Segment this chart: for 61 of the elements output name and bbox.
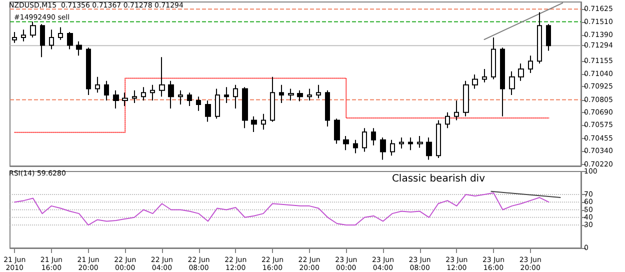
candlestick [21, 29, 26, 42]
candlestick [454, 100, 459, 121]
candlestick [353, 139, 358, 154]
candlestick [399, 136, 404, 150]
candlestick [509, 70, 515, 96]
candlestick [86, 47, 91, 96]
candlestick [141, 86, 146, 102]
candlestick [122, 92, 128, 107]
candlestick [215, 88, 220, 120]
candlestick [325, 90, 330, 128]
candlestick [445, 112, 450, 129]
candlestick [316, 84, 321, 99]
candlestick [40, 24, 45, 58]
candlestick [390, 139, 395, 156]
candlestick [380, 136, 386, 160]
candlestick [307, 88, 312, 102]
candlestick [12, 31, 17, 44]
candlestick [472, 74, 478, 90]
candlestick [362, 128, 367, 152]
candlestick [58, 26, 63, 40]
candlestick [279, 84, 284, 104]
candlestick [178, 90, 183, 106]
candlestick [242, 86, 248, 129]
candlestick [224, 86, 229, 104]
candlestick [67, 31, 73, 50]
candlestick [288, 88, 294, 102]
candlestick [159, 56, 165, 98]
candlestick [528, 55, 533, 74]
candlestick [426, 136, 432, 160]
candlestick [196, 96, 201, 112]
annotation: Classic bearish div [392, 174, 486, 184]
candlestick [436, 120, 441, 159]
candlestick [187, 92, 192, 107]
candlestick [518, 62, 524, 82]
candlestick [95, 76, 100, 94]
candlestick [76, 40, 82, 56]
candlestick [113, 90, 119, 109]
candlestick [491, 37, 496, 80]
candlestick [463, 80, 469, 117]
candlestick [546, 24, 551, 52]
candlestick [408, 136, 413, 151]
candlestick [104, 80, 109, 102]
candlestick [417, 136, 423, 148]
candlestick [343, 136, 349, 151]
candlestick [168, 80, 174, 109]
candlestick [482, 68, 487, 83]
candlestick [205, 100, 211, 122]
candlestick [297, 90, 303, 102]
candlestick [132, 90, 137, 104]
candlestick [537, 12, 542, 64]
candlestick [30, 21, 36, 38]
candlestick [371, 128, 376, 146]
candlestick [49, 29, 54, 50]
candlestick [270, 76, 275, 122]
line-series [14, 192, 550, 226]
candlestick [500, 47, 505, 117]
candlestick [251, 116, 257, 133]
candlestick [261, 113, 266, 130]
candlestick [233, 84, 238, 109]
candlestick [150, 84, 155, 102]
candlestick [334, 118, 340, 144]
